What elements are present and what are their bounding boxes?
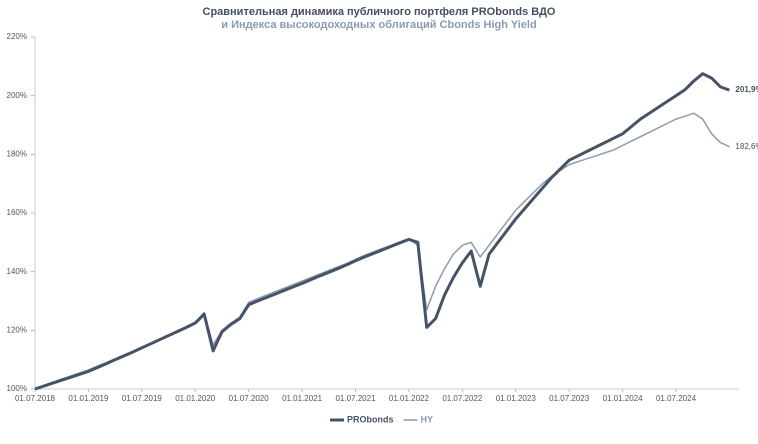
chart-subtitle: и Индекса высокодоходных облигаций Cbond… (221, 19, 536, 31)
y-tick-label: 220% (7, 32, 27, 41)
end-label: 201,9% (735, 85, 758, 94)
legend-label: HY (421, 414, 434, 424)
y-tick-label: 180% (7, 149, 27, 158)
x-tick-label: 01.01.2019 (68, 394, 109, 403)
x-tick-label: 01.07.2019 (122, 394, 163, 403)
series-line (34, 72, 730, 391)
x-tick-label: 01.01.2024 (603, 394, 644, 403)
legend-label: PRObonds (347, 414, 394, 424)
x-tick-label: 01.07.2022 (442, 394, 483, 403)
x-tick-label: 01.07.2024 (656, 394, 697, 403)
x-tick-label: 01.01.2020 (175, 394, 216, 403)
y-tick-label: 100% (7, 384, 27, 393)
x-tick-label: 01.01.2021 (282, 394, 323, 403)
x-tick-label: 01.01.2022 (389, 394, 430, 403)
y-tick-label: 120% (7, 325, 27, 334)
chart-title: Сравнительная динамика публичного портфе… (203, 6, 556, 18)
y-tick-label: 200% (7, 91, 27, 100)
x-tick-label: 01.07.2021 (335, 394, 376, 403)
x-tick-label: 01.01.2023 (496, 394, 537, 403)
x-tick-label: 01.07.2023 (549, 394, 590, 403)
end-label: 182,6% (735, 142, 758, 151)
x-tick-label: 01.07.2020 (229, 394, 270, 403)
x-tick-label: 01.07.2018 (15, 394, 56, 403)
y-tick-label: 140% (7, 267, 27, 276)
y-tick-label: 160% (7, 208, 27, 217)
